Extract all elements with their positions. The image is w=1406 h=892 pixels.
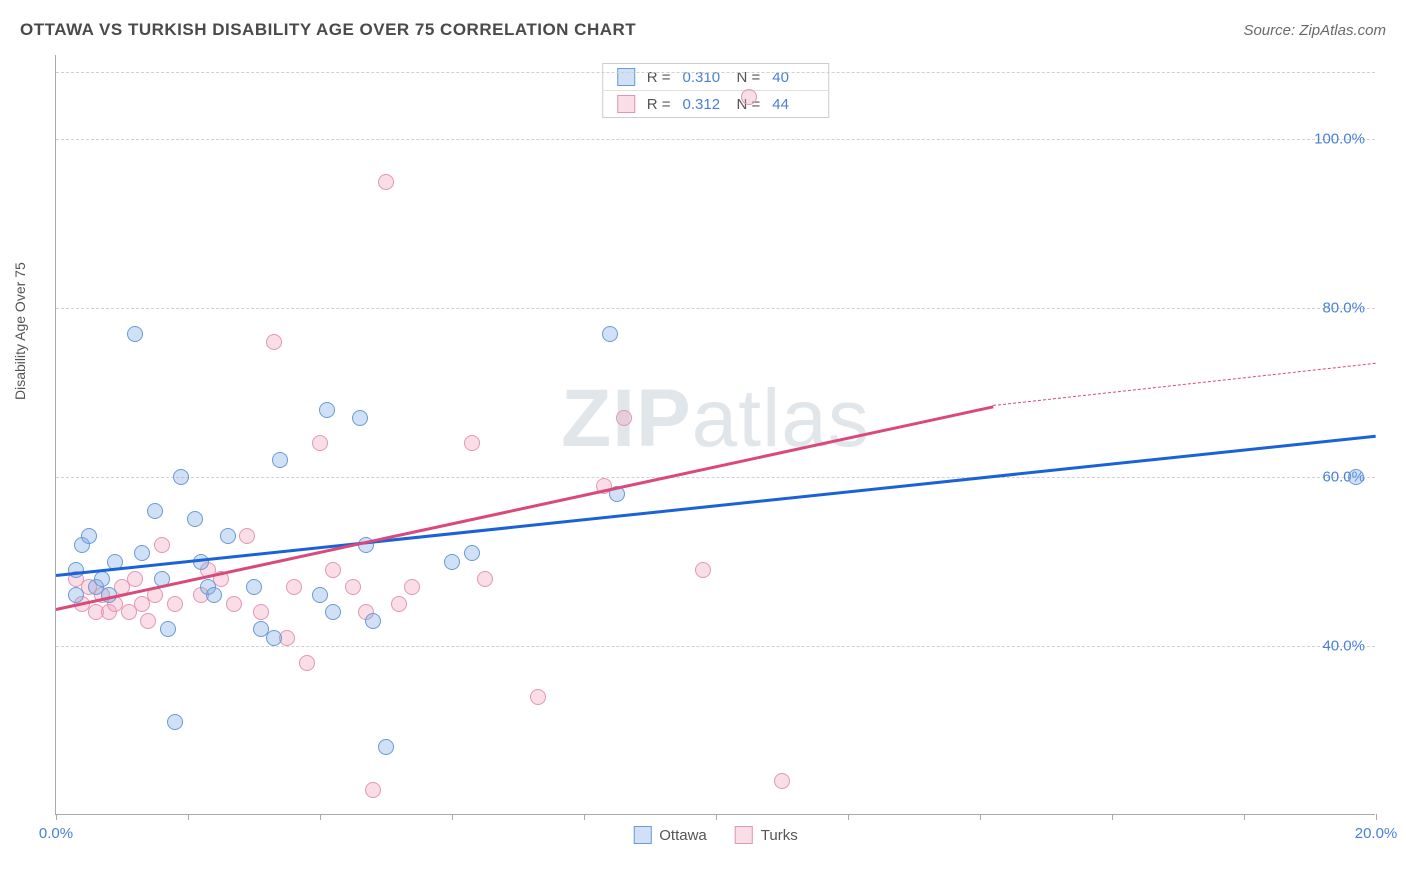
y-tick-label: 80.0%: [1322, 300, 1365, 317]
scatter-point-turks: [404, 579, 420, 595]
scatter-point-turks: [378, 174, 394, 190]
legend-item: Turks: [735, 826, 798, 844]
scatter-point-ottawa: [206, 587, 222, 603]
x-tick: [848, 814, 849, 820]
x-tick: [1244, 814, 1245, 820]
scatter-point-turks: [253, 604, 269, 620]
scatter-point-turks: [391, 596, 407, 612]
scatter-point-turks: [477, 571, 493, 587]
scatter-point-ottawa: [127, 326, 143, 342]
scatter-point-turks: [167, 596, 183, 612]
legend-row-turks: R = 0.312 N = 44: [603, 91, 829, 117]
scatter-point-ottawa: [464, 545, 480, 561]
x-tick: [1112, 814, 1113, 820]
scatter-point-ottawa: [325, 604, 341, 620]
chart-title: OTTAWA VS TURKISH DISABILITY AGE OVER 75…: [20, 20, 636, 40]
scatter-chart: ZIPatlas R = 0.310 N = 40 R = 0.312 N = …: [55, 55, 1375, 815]
scatter-point-turks: [530, 689, 546, 705]
scatter-point-turks: [226, 596, 242, 612]
scatter-point-ottawa: [134, 545, 150, 561]
gridline: [56, 477, 1375, 478]
x-tick: [56, 814, 57, 820]
x-tick: [980, 814, 981, 820]
scatter-point-ottawa: [94, 571, 110, 587]
scatter-point-ottawa: [81, 528, 97, 544]
gridline: [56, 139, 1375, 140]
scatter-point-ottawa: [319, 402, 335, 418]
scatter-point-turks: [286, 579, 302, 595]
scatter-point-turks: [695, 562, 711, 578]
scatter-point-turks: [299, 655, 315, 671]
scatter-point-ottawa: [266, 630, 282, 646]
scatter-point-ottawa: [352, 410, 368, 426]
scatter-point-ottawa: [378, 739, 394, 755]
source-label: Source: ZipAtlas.com: [1243, 22, 1386, 39]
swatch-ottawa: [617, 68, 635, 86]
trendline-turks: [56, 405, 994, 611]
x-tick: [452, 814, 453, 820]
scatter-point-turks: [345, 579, 361, 595]
gridline: [56, 72, 1375, 73]
scatter-point-turks: [616, 410, 632, 426]
scatter-point-turks: [127, 571, 143, 587]
scatter-point-ottawa: [147, 503, 163, 519]
scatter-point-ottawa: [602, 326, 618, 342]
stat-label: R =: [647, 96, 671, 113]
y-axis-label: Disability Age Over 75: [12, 262, 28, 400]
x-tick: [1376, 814, 1377, 820]
scatter-point-turks: [774, 773, 790, 789]
y-tick-label: 40.0%: [1322, 638, 1365, 655]
scatter-point-turks: [140, 613, 156, 629]
scatter-point-turks: [266, 334, 282, 350]
n-value-turks: 44: [772, 96, 814, 113]
scatter-point-ottawa: [68, 562, 84, 578]
scatter-point-ottawa: [187, 511, 203, 527]
swatch-icon: [735, 826, 753, 844]
scatter-point-turks: [464, 435, 480, 451]
swatch-turks: [617, 95, 635, 113]
scatter-point-ottawa: [444, 554, 460, 570]
scatter-point-turks: [741, 89, 757, 105]
scatter-point-ottawa: [1348, 469, 1364, 485]
x-tick-label: 20.0%: [1355, 825, 1398, 842]
scatter-point-ottawa: [365, 613, 381, 629]
scatter-point-ottawa: [167, 714, 183, 730]
legend-label: Ottawa: [659, 827, 707, 844]
gridline: [56, 308, 1375, 309]
legend-label: Turks: [761, 827, 798, 844]
r-value-turks: 0.312: [683, 96, 725, 113]
swatch-icon: [633, 826, 651, 844]
scatter-point-ottawa: [160, 621, 176, 637]
trendline-ottawa: [56, 435, 1376, 577]
x-tick: [584, 814, 585, 820]
legend-item: Ottawa: [633, 826, 707, 844]
scatter-point-ottawa: [272, 452, 288, 468]
scatter-point-ottawa: [68, 587, 84, 603]
scatter-point-turks: [239, 528, 255, 544]
trendline-turks-extrapolated: [993, 363, 1376, 406]
x-tick: [320, 814, 321, 820]
scatter-point-ottawa: [246, 579, 262, 595]
watermark: ZIPatlas: [561, 372, 870, 466]
scatter-point-ottawa: [173, 469, 189, 485]
scatter-point-ottawa: [220, 528, 236, 544]
legend-row-ottawa: R = 0.310 N = 40: [603, 64, 829, 91]
x-tick-label: 0.0%: [39, 825, 73, 842]
scatter-point-turks: [154, 537, 170, 553]
scatter-point-ottawa: [312, 587, 328, 603]
scatter-point-turks: [365, 782, 381, 798]
scatter-point-turks: [325, 562, 341, 578]
x-tick: [716, 814, 717, 820]
scatter-point-turks: [312, 435, 328, 451]
x-tick: [188, 814, 189, 820]
series-legend: Ottawa Turks: [633, 826, 797, 844]
y-tick-label: 100.0%: [1314, 131, 1365, 148]
gridline: [56, 646, 1375, 647]
